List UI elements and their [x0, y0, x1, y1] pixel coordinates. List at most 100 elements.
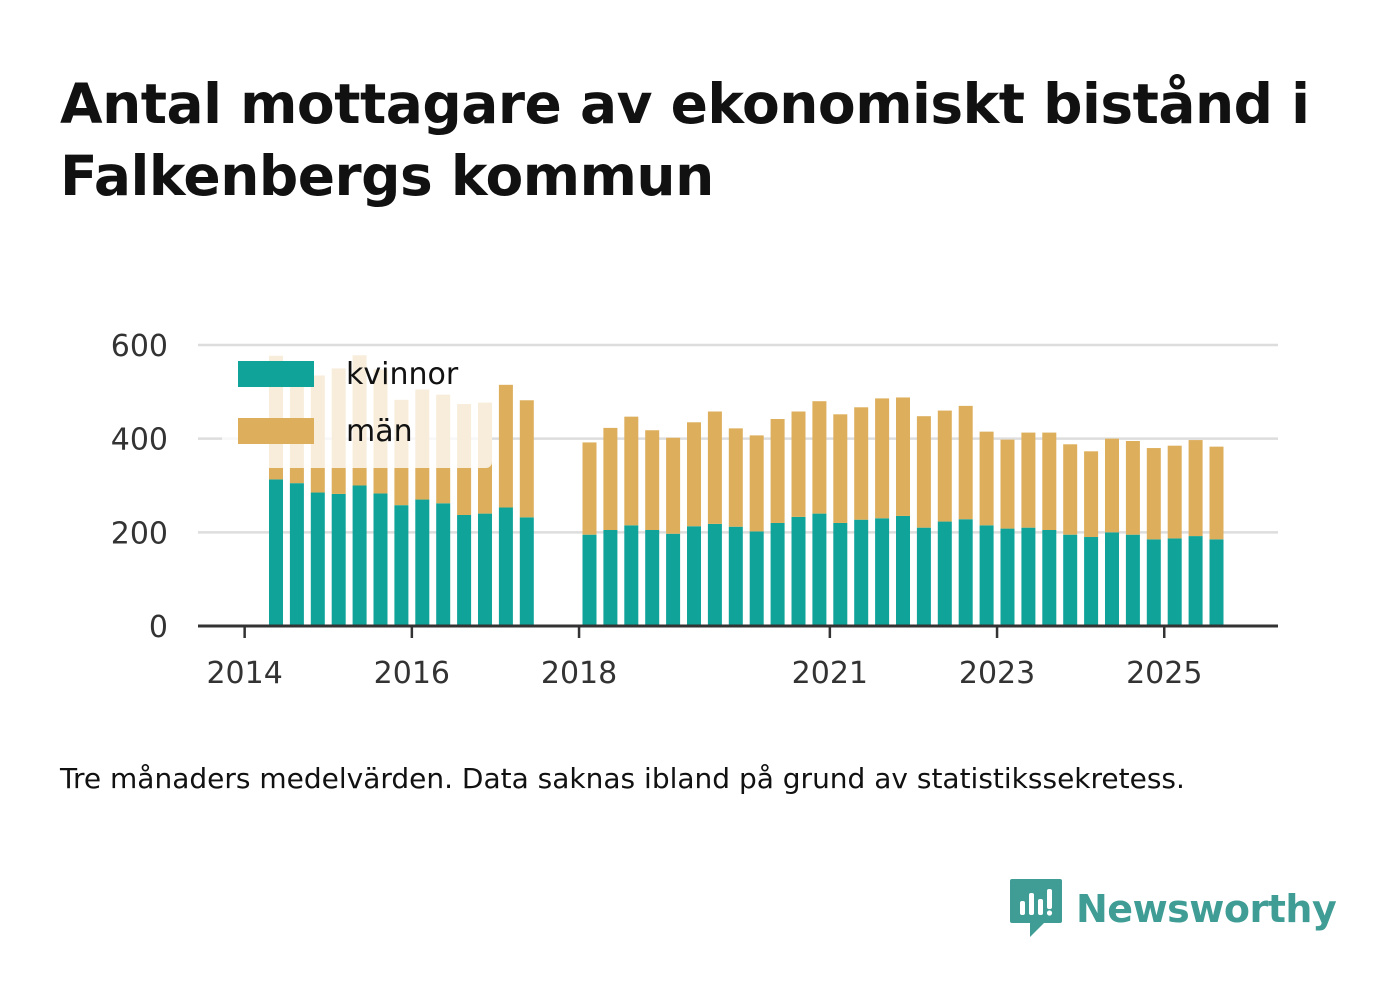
bar-man	[1167, 445, 1182, 539]
bar-kvinnor	[770, 522, 785, 626]
bar-man	[1125, 441, 1140, 535]
bar-kvinnor	[498, 507, 513, 626]
bar-kvinnor	[1063, 534, 1078, 626]
bar-kvinnor	[854, 519, 869, 626]
bar-kvinnor	[666, 533, 681, 626]
y-axis-tick-labels: 0 200 400 600	[111, 329, 168, 645]
bar-kvinnor	[603, 529, 618, 626]
newsworthy-logo-icon	[1010, 879, 1062, 937]
legend-label: män	[346, 414, 413, 449]
bar-man	[645, 430, 660, 530]
bar-man	[854, 407, 869, 520]
bar-man	[666, 437, 681, 534]
bar-man	[582, 442, 597, 535]
chart-title: Antal mottagare av ekonomiskt bistånd i …	[60, 72, 1310, 208]
bar-kvinnor	[1000, 528, 1015, 626]
bar-kvinnor	[1021, 527, 1036, 626]
x-tick-label: 2025	[1126, 656, 1202, 691]
x-axis: 2014 2016 2018 2021 2023 2025	[198, 624, 1278, 691]
brand-logo: Newsworthy	[1008, 876, 1337, 942]
bar-kvinnor	[624, 525, 639, 626]
bar-kvinnor	[937, 521, 952, 626]
bar-man	[687, 422, 701, 527]
bar-man	[833, 414, 848, 523]
legend-swatch	[238, 361, 314, 387]
bar-man	[749, 435, 764, 532]
bar-man	[1188, 440, 1203, 537]
bar-man	[728, 428, 743, 527]
bar-man	[1209, 446, 1224, 540]
bar-kvinnor	[687, 526, 701, 626]
x-tick-label: 2021	[792, 656, 868, 691]
bar-kvinnor	[415, 499, 430, 626]
bar-kvinnor	[352, 485, 367, 626]
bar-kvinnor	[310, 492, 325, 626]
bar-man	[791, 411, 806, 517]
x-tick-label: 2014	[206, 656, 282, 691]
bar-man	[1042, 432, 1057, 530]
footnote: Tre månaders medelvärden. Data saknas ib…	[60, 762, 1185, 795]
bar-man	[896, 397, 910, 516]
x-tick-label: 2023	[959, 656, 1035, 691]
bar-kvinnor	[331, 493, 346, 626]
bars	[269, 355, 1224, 626]
bar-man	[812, 401, 827, 514]
bar-kvinnor	[269, 479, 283, 626]
y-tick-label: 200	[111, 516, 168, 551]
bar-kvinnor	[707, 523, 722, 626]
bar-man	[624, 416, 639, 526]
bar-kvinnor	[1105, 532, 1119, 626]
bar-man	[979, 431, 994, 526]
bar-kvinnor	[896, 515, 910, 626]
bar-kvinnor	[916, 527, 931, 626]
bar-kvinnor	[1209, 539, 1224, 626]
bar-kvinnor	[1167, 538, 1182, 626]
bar-man	[519, 400, 534, 518]
bar-kvinnor	[979, 525, 994, 626]
bar-kvinnor	[373, 493, 388, 626]
bar-kvinnor	[289, 483, 304, 626]
bar-kvinnor	[436, 503, 451, 626]
bar-man	[937, 410, 952, 522]
bar-kvinnor	[645, 529, 660, 626]
bar-man	[1063, 444, 1078, 535]
bar-kvinnor	[1125, 534, 1140, 626]
bar-man	[916, 416, 931, 528]
bar-kvinnor	[833, 522, 848, 626]
legend-swatch	[238, 418, 314, 444]
y-tick-label: 400	[111, 423, 168, 458]
legend: kvinnor män	[222, 350, 492, 468]
bar-man	[875, 398, 890, 519]
bar-kvinnor	[1084, 537, 1099, 626]
x-tick-label: 2016	[374, 656, 450, 691]
bar-man	[603, 427, 618, 530]
bar-man	[770, 418, 785, 523]
bar-man	[1000, 439, 1015, 529]
bar-man	[958, 405, 973, 520]
bar-kvinnor	[457, 515, 472, 626]
x-tick-label: 2018	[541, 656, 617, 691]
bar-man	[1084, 451, 1099, 538]
bar-man	[1146, 448, 1161, 540]
bar-kvinnor	[875, 518, 890, 626]
bar-kvinnor	[791, 516, 806, 626]
bar-kvinnor	[519, 517, 534, 626]
bar-man	[707, 411, 722, 524]
legend-label: kvinnor	[346, 357, 459, 392]
y-tick-label: 0	[149, 610, 168, 645]
bar-kvinnor	[728, 526, 743, 626]
bar-kvinnor	[958, 519, 973, 626]
bar-man	[498, 384, 513, 508]
bar-kvinnor	[749, 531, 764, 626]
bar-kvinnor	[812, 513, 827, 626]
brand-name: Newsworthy	[1076, 887, 1337, 931]
bar-kvinnor	[582, 534, 597, 626]
bar-kvinnor	[394, 505, 409, 626]
bar-man	[1021, 432, 1036, 528]
bar-kvinnor	[1146, 539, 1161, 626]
bar-kvinnor	[478, 513, 492, 626]
bar-man	[1105, 438, 1119, 533]
bar-kvinnor	[1188, 536, 1203, 626]
bar-kvinnor	[1042, 529, 1057, 626]
